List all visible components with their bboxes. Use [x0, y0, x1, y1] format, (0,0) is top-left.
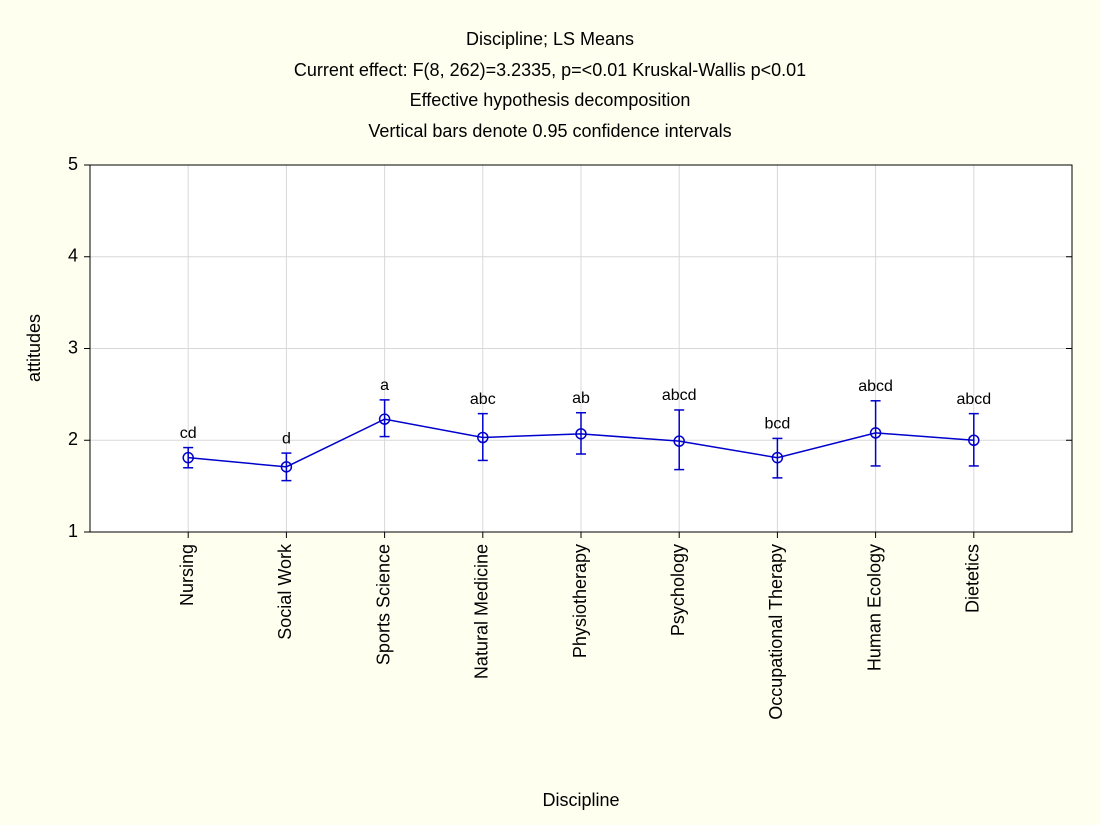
data-point [378, 413, 391, 425]
data-annotation: abc [470, 391, 496, 408]
x-tick-label: Sports Science [373, 544, 393, 665]
data-point [869, 427, 882, 439]
data-point [575, 428, 587, 440]
chart-subtitle: Current effect: F(8, 262)=3.2335, p=<0.0… [294, 60, 806, 80]
data-annotation: abcd [956, 391, 991, 408]
data-annotation: a [380, 377, 389, 394]
x-tick-label: Human Ecology [864, 544, 884, 671]
x-tick-label: Nursing [177, 544, 197, 606]
y-tick-label: 2 [68, 429, 78, 449]
data-point [771, 451, 784, 464]
data-annotation: ab [572, 390, 590, 407]
x-tick-label: Dietetics [963, 544, 983, 613]
x-tick-label: Psychology [668, 544, 688, 636]
plot-frame [89, 164, 1073, 533]
data-point [477, 431, 489, 444]
chart-subtitle: Vertical bars denote 0.95 confidence int… [368, 121, 731, 141]
data-annotation: abcd [662, 387, 697, 404]
data-point [182, 451, 194, 464]
y-axis-label: attitudes [24, 314, 44, 382]
y-tick-label: 5 [68, 154, 78, 174]
data-annotation: bcd [765, 416, 791, 433]
x-tick-label: Social Work [275, 543, 295, 640]
y-tick-label: 3 [68, 337, 78, 357]
chart-title: Discipline; LS Means [466, 29, 634, 49]
data-point [968, 434, 980, 446]
x-axis-label: Discipline [542, 790, 619, 810]
data-point [280, 461, 293, 473]
y-tick-label: 1 [68, 521, 78, 541]
data-annotation: d [282, 430, 291, 447]
data-point [673, 435, 685, 447]
y-tick-label: 4 [68, 246, 78, 266]
data-annotation: cd [180, 425, 197, 442]
chart-subtitle: Effective hypothesis decomposition [410, 90, 691, 110]
x-tick-label: Natural Medicine [472, 544, 492, 679]
x-tick-label: Occupational Therapy [766, 544, 786, 720]
data-annotation: abcd [858, 378, 893, 395]
x-tick-label: Physiotherapy [570, 544, 590, 658]
